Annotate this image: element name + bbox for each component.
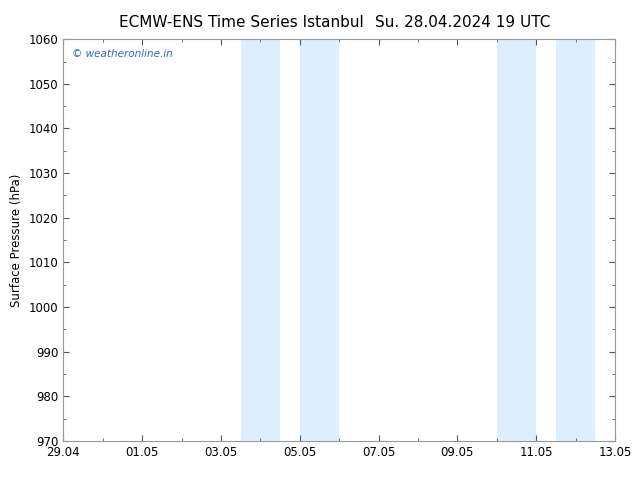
Text: Su. 28.04.2024 19 UTC: Su. 28.04.2024 19 UTC (375, 15, 550, 30)
Bar (556, 39, 595, 441)
Bar (497, 39, 536, 441)
Text: © weatheronline.in: © weatheronline.in (72, 49, 172, 59)
Text: ECMW-ENS Time Series Istanbul: ECMW-ENS Time Series Istanbul (119, 15, 363, 30)
Bar (300, 39, 339, 441)
Bar (241, 39, 280, 441)
Y-axis label: Surface Pressure (hPa): Surface Pressure (hPa) (10, 173, 23, 307)
